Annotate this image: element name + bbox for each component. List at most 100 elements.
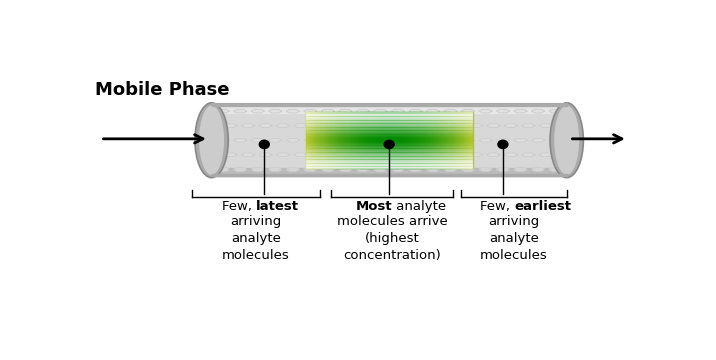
Polygon shape <box>549 167 562 171</box>
Polygon shape <box>417 153 430 157</box>
Bar <box>379 112 382 168</box>
Ellipse shape <box>498 140 508 149</box>
Bar <box>331 112 334 168</box>
Bar <box>314 112 317 168</box>
Bar <box>306 135 473 136</box>
Bar <box>344 112 346 168</box>
Bar <box>306 121 473 122</box>
Ellipse shape <box>195 103 228 177</box>
Bar <box>306 138 473 139</box>
Bar <box>324 112 327 168</box>
Polygon shape <box>409 109 422 113</box>
Polygon shape <box>496 109 510 113</box>
FancyBboxPatch shape <box>212 104 567 176</box>
Ellipse shape <box>384 140 394 149</box>
Bar <box>306 132 473 133</box>
Bar <box>356 112 359 168</box>
Bar <box>439 112 442 168</box>
Text: molecules arrive
(highest
concentration): molecules arrive (highest concentration) <box>337 215 448 262</box>
Bar <box>316 112 319 168</box>
Bar <box>368 112 371 168</box>
Bar <box>306 122 473 123</box>
Polygon shape <box>233 109 247 113</box>
Polygon shape <box>469 124 483 127</box>
Polygon shape <box>531 138 545 142</box>
Polygon shape <box>304 138 317 142</box>
Bar <box>306 131 473 132</box>
Polygon shape <box>276 124 289 127</box>
Polygon shape <box>487 153 500 157</box>
Bar <box>306 159 473 161</box>
Bar <box>306 156 473 157</box>
Bar <box>374 112 377 168</box>
Bar <box>385 112 387 168</box>
Polygon shape <box>329 124 342 127</box>
Bar <box>342 112 344 168</box>
Bar <box>422 112 425 168</box>
Bar <box>468 112 471 168</box>
Polygon shape <box>294 153 307 157</box>
Bar <box>306 143 473 144</box>
Bar <box>347 112 350 168</box>
Text: earliest: earliest <box>514 200 571 213</box>
Bar <box>306 150 473 151</box>
Bar <box>429 112 431 168</box>
Bar <box>306 158 473 159</box>
Polygon shape <box>259 153 272 157</box>
Bar <box>337 112 340 168</box>
Polygon shape <box>514 167 527 171</box>
Polygon shape <box>374 167 387 171</box>
Bar <box>383 112 385 168</box>
Bar <box>306 154 473 156</box>
Polygon shape <box>452 153 465 157</box>
Text: Most: Most <box>355 200 392 213</box>
Bar <box>306 136 473 138</box>
Bar <box>306 128 473 129</box>
Polygon shape <box>311 124 324 127</box>
Polygon shape <box>321 109 334 113</box>
Text: analyte: analyte <box>392 200 446 213</box>
Bar <box>306 164 473 165</box>
Bar <box>470 112 473 168</box>
Polygon shape <box>522 153 535 157</box>
Bar <box>460 112 463 168</box>
Polygon shape <box>434 153 448 157</box>
Polygon shape <box>549 109 562 113</box>
Bar <box>312 112 315 168</box>
Polygon shape <box>487 124 500 127</box>
Text: latest: latest <box>256 200 299 213</box>
Bar <box>416 112 419 168</box>
Bar <box>397 112 400 168</box>
Bar <box>306 126 473 128</box>
Polygon shape <box>504 153 518 157</box>
Bar <box>326 112 329 168</box>
Ellipse shape <box>550 103 584 177</box>
Bar <box>306 162 473 164</box>
Bar <box>306 139 473 140</box>
Polygon shape <box>347 124 359 127</box>
Polygon shape <box>251 109 264 113</box>
Polygon shape <box>259 124 272 127</box>
Bar <box>372 112 375 168</box>
Bar <box>452 112 454 168</box>
Bar <box>306 118 473 120</box>
Polygon shape <box>461 109 475 113</box>
Bar <box>306 123 473 125</box>
Polygon shape <box>409 167 422 171</box>
Bar <box>406 112 408 168</box>
Bar <box>339 112 342 168</box>
Polygon shape <box>374 109 387 113</box>
Bar <box>377 112 379 168</box>
Bar <box>402 112 405 168</box>
Polygon shape <box>434 124 448 127</box>
Polygon shape <box>444 167 457 171</box>
Polygon shape <box>251 167 264 171</box>
Bar <box>354 112 357 168</box>
Bar <box>306 165 473 167</box>
Polygon shape <box>339 109 352 113</box>
Polygon shape <box>357 138 369 142</box>
Polygon shape <box>539 124 553 127</box>
Polygon shape <box>531 167 545 171</box>
Polygon shape <box>216 138 229 142</box>
Polygon shape <box>426 167 440 171</box>
